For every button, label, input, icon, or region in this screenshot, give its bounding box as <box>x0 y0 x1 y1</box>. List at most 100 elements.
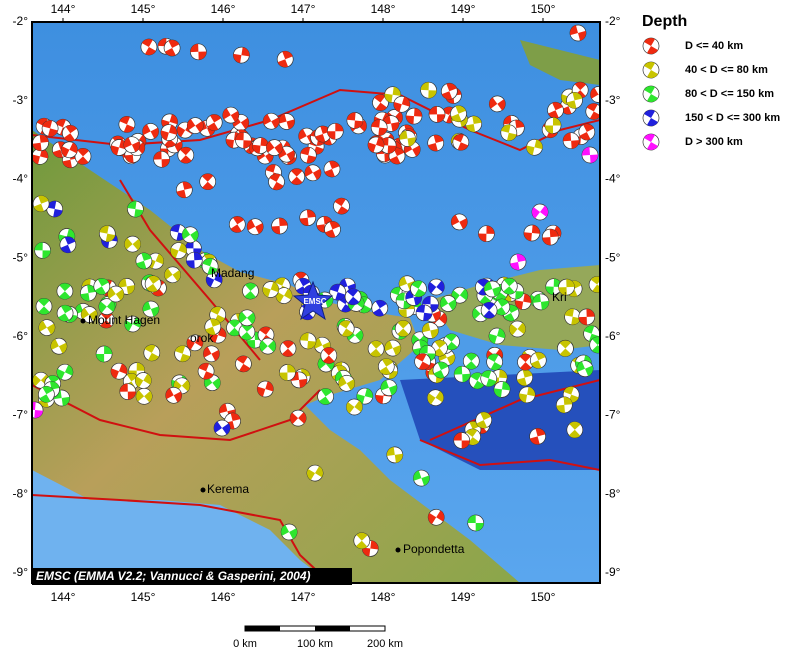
beachball <box>142 123 159 140</box>
beachball-quadrant <box>519 354 532 371</box>
beachball-quadrant <box>476 412 491 429</box>
beachball-quadrant <box>334 198 349 215</box>
beachball-quadrant <box>244 283 257 299</box>
beachball-quadrant <box>210 306 225 323</box>
beachball <box>393 95 411 113</box>
epicenter-star <box>292 280 334 321</box>
beachball-quadrant <box>319 388 333 405</box>
beachball-quadrant <box>147 253 164 269</box>
beachball-quadrant <box>98 300 115 313</box>
beachball <box>38 385 55 403</box>
beachball-quadrant <box>259 340 276 352</box>
lon-label-bottom: 148° <box>371 590 396 604</box>
beachball <box>323 160 341 178</box>
beachball <box>35 298 53 315</box>
beachball-quadrant <box>379 358 394 375</box>
beachball <box>566 421 584 439</box>
lat-label-right: -2° <box>605 14 621 28</box>
beachball-quadrant <box>489 97 506 111</box>
beachball-quadrant <box>80 285 97 301</box>
beachball <box>199 173 217 191</box>
beachball <box>118 116 136 133</box>
beachball-quadrant <box>545 278 562 295</box>
beachball <box>238 309 256 327</box>
beachball-quadrant <box>278 113 295 130</box>
lon-label-bottom: 149° <box>451 590 476 604</box>
lat-label-left: -4° <box>13 172 29 186</box>
lon-label-bottom: 147° <box>291 590 316 604</box>
beachball-quadrant <box>570 25 586 41</box>
beachball <box>589 336 600 354</box>
beachball <box>329 283 347 301</box>
scale-label: 100 km <box>297 638 333 649</box>
legend-quadrant <box>644 62 658 78</box>
beachball-quadrant <box>300 147 317 164</box>
beachball <box>177 146 195 164</box>
beachball <box>405 107 423 125</box>
beachball <box>205 114 223 131</box>
beachball <box>523 224 541 242</box>
beachball-quadrant <box>470 372 485 389</box>
beachball <box>242 282 259 300</box>
beachball <box>61 141 78 159</box>
beachball-quadrant <box>582 147 598 163</box>
beachball <box>306 464 324 482</box>
beachball-quadrant <box>590 87 600 102</box>
beachball-quadrant <box>135 373 152 388</box>
beachball <box>213 419 231 437</box>
beachball <box>509 253 527 271</box>
lat-label-right: -5° <box>605 250 621 264</box>
beachball-quadrant <box>396 292 413 309</box>
beachball-quadrant <box>136 252 152 269</box>
beachball-quadrant <box>422 296 439 313</box>
beachball <box>203 345 220 363</box>
beachball <box>288 168 306 185</box>
beachball-quadrant <box>278 147 295 162</box>
lon-label-top: 148° <box>371 2 396 16</box>
beachball-quadrant <box>356 388 373 404</box>
beachball-quadrant <box>182 228 199 242</box>
beachball <box>367 340 385 358</box>
focal-mechanisms <box>32 24 600 557</box>
beachball-quadrant <box>416 304 433 321</box>
beachball-quadrant <box>107 287 124 301</box>
beachball-quadrant <box>142 301 159 317</box>
beachball <box>135 387 153 405</box>
beachball <box>124 315 142 333</box>
beachball <box>190 43 207 61</box>
beachball-quadrant <box>501 124 517 141</box>
beachball <box>98 298 116 315</box>
lat-label-right: -6° <box>605 329 621 343</box>
beachball-quadrant <box>325 221 340 238</box>
beachball-quadrant <box>563 386 579 403</box>
beachball <box>123 136 141 154</box>
beachball <box>517 353 534 371</box>
beachball-quadrant <box>186 252 203 269</box>
lat-label-left: -8° <box>13 486 29 500</box>
beachball <box>205 271 223 289</box>
beachball-quadrant <box>222 108 239 122</box>
beachball <box>262 281 280 298</box>
beachball <box>299 146 317 164</box>
beachball <box>380 379 398 397</box>
beachball <box>415 304 433 322</box>
beachball-quadrant <box>61 142 78 157</box>
beachball <box>578 123 596 141</box>
lat-label-right: -7° <box>605 408 621 422</box>
beachball <box>386 446 404 464</box>
beachball <box>500 124 518 142</box>
beachball <box>32 134 49 152</box>
beachball-quadrant <box>556 396 573 413</box>
beachball <box>174 345 191 363</box>
beachball-quadrant <box>441 83 457 100</box>
beachball-quadrant <box>46 201 63 217</box>
city-dot <box>200 487 206 493</box>
beachball-quadrant <box>239 311 255 324</box>
lon-label-bottom: 150° <box>531 590 556 604</box>
beachball-quadrant <box>516 369 533 386</box>
beachball-quadrant <box>380 380 397 396</box>
beachball-quadrant <box>59 283 71 300</box>
beachball-quadrant <box>141 39 156 55</box>
beachball-quadrant <box>509 322 526 336</box>
